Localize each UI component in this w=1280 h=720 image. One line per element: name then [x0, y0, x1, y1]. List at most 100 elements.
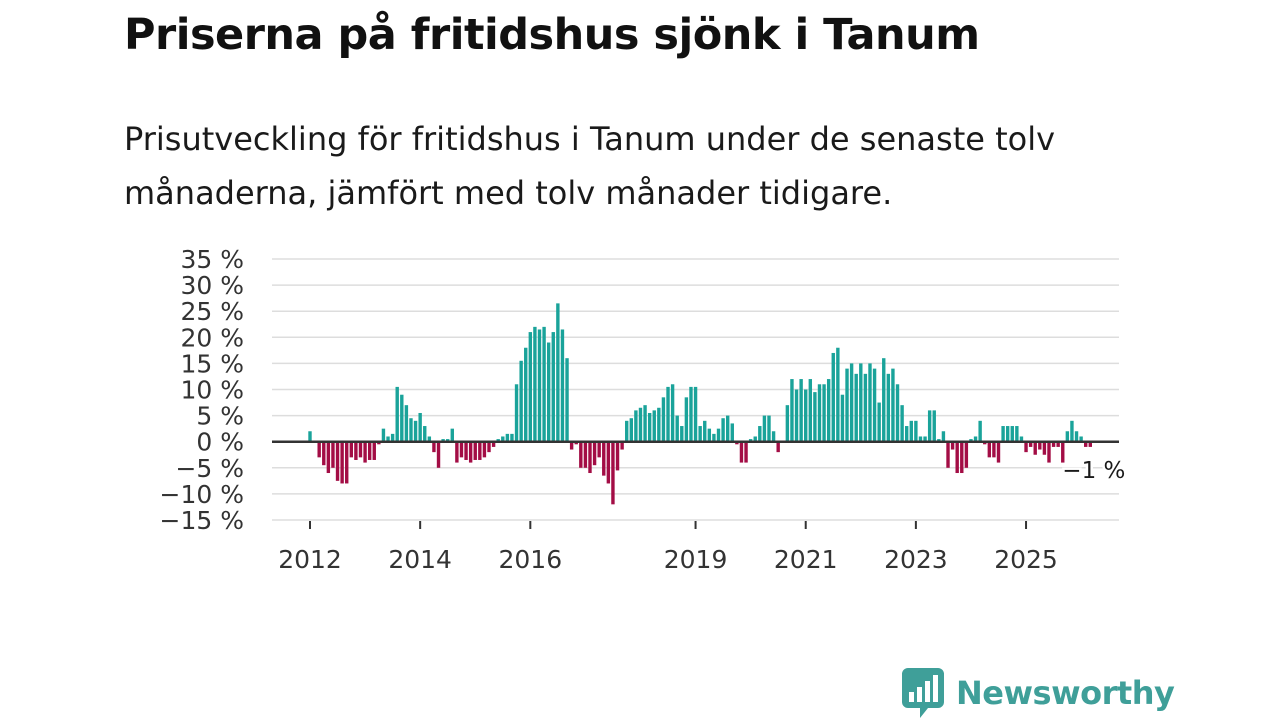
y-tick-label: 10 %	[180, 376, 244, 405]
bar	[776, 441, 780, 453]
bar	[455, 441, 459, 463]
bar	[436, 441, 441, 468]
brand-name: Newsworthy	[956, 674, 1175, 712]
bar	[569, 441, 574, 450]
bar	[969, 439, 973, 442]
bar	[859, 363, 863, 442]
bar-chart-bubble-icon	[902, 668, 944, 718]
bar	[1019, 436, 1024, 442]
x-tick-label: 2025	[994, 545, 1058, 574]
y-tick-label: 5 %	[196, 402, 244, 431]
bar	[1001, 426, 1005, 442]
bar	[905, 426, 909, 442]
bar	[579, 441, 583, 468]
bar	[377, 441, 381, 445]
y-tick-label: −10 %	[160, 480, 244, 509]
bar	[491, 441, 496, 447]
bar	[868, 363, 872, 442]
bar	[950, 441, 955, 450]
bar	[794, 389, 799, 442]
bar	[524, 347, 528, 442]
bar	[386, 436, 390, 442]
bar	[390, 433, 395, 442]
bar	[372, 441, 376, 460]
bar	[542, 326, 546, 442]
chart-title: Priserna på fritidshus sjönk i Tanum	[124, 10, 980, 60]
chart-subtitle: Prisutveckling för fritidshus i Tanum un…	[124, 120, 1056, 212]
bar	[413, 420, 418, 442]
bar	[381, 428, 386, 442]
bar	[400, 394, 404, 442]
bar	[519, 360, 523, 442]
bar	[583, 441, 588, 468]
bar	[836, 347, 840, 442]
y-tick-label: 15 %	[180, 349, 244, 378]
y-tick-label: 35 %	[180, 245, 244, 274]
bar	[785, 405, 790, 442]
bar	[409, 418, 413, 442]
bar	[501, 436, 505, 442]
bar	[1056, 441, 1060, 447]
bar	[1005, 426, 1010, 442]
bar	[322, 441, 326, 466]
bar	[762, 415, 767, 442]
bar	[946, 441, 950, 468]
bar	[937, 439, 941, 442]
bar	[510, 433, 514, 442]
bar	[395, 386, 399, 442]
y-tick-label: 20 %	[180, 323, 244, 352]
bar	[799, 379, 803, 442]
y-tick-label: 30 %	[180, 271, 244, 300]
y-tick-label: −15 %	[160, 506, 244, 535]
y-tick-label: 25 %	[180, 297, 244, 326]
bar	[625, 420, 629, 442]
bar	[854, 373, 858, 442]
bar	[1028, 441, 1033, 447]
bar	[514, 384, 519, 442]
bar	[560, 329, 565, 442]
bar	[918, 436, 923, 442]
bar	[831, 352, 835, 442]
bar	[1047, 441, 1051, 463]
bar	[652, 410, 656, 442]
bar	[358, 441, 363, 458]
bar	[716, 428, 721, 442]
bar	[730, 423, 734, 442]
bar-chart: 35 %30 %25 %20 %15 %10 %5 %0 %−5 %−10 %−…	[159, 245, 1126, 574]
bar	[932, 410, 936, 442]
bar	[565, 358, 569, 442]
bar	[638, 407, 643, 442]
bar	[574, 441, 578, 445]
bar	[349, 441, 354, 458]
bar	[845, 368, 849, 442]
bar	[363, 441, 367, 463]
bar	[657, 407, 661, 442]
bar	[849, 363, 854, 442]
bar	[367, 441, 372, 460]
bar	[987, 441, 992, 458]
bar	[643, 405, 647, 442]
bar	[1088, 441, 1092, 447]
bar	[771, 431, 776, 442]
bar	[588, 441, 592, 474]
y-axis: 35 %30 %25 %20 %15 %10 %5 %0 %−5 %−10 %−…	[160, 245, 244, 535]
bar	[707, 428, 712, 442]
bar	[735, 441, 739, 445]
bar	[684, 397, 689, 442]
bar	[680, 426, 684, 442]
bar	[556, 303, 560, 442]
bar	[446, 439, 450, 442]
x-tick-label: 2019	[664, 545, 728, 574]
bar	[808, 379, 813, 442]
bar	[505, 433, 510, 442]
bar	[331, 441, 335, 468]
bar	[345, 441, 349, 484]
bar	[1079, 436, 1083, 442]
bar	[606, 441, 611, 484]
bar	[1074, 431, 1079, 442]
bar	[992, 441, 996, 458]
bar	[914, 420, 918, 442]
bar	[308, 431, 312, 442]
bar	[335, 441, 340, 481]
bar	[533, 326, 537, 442]
